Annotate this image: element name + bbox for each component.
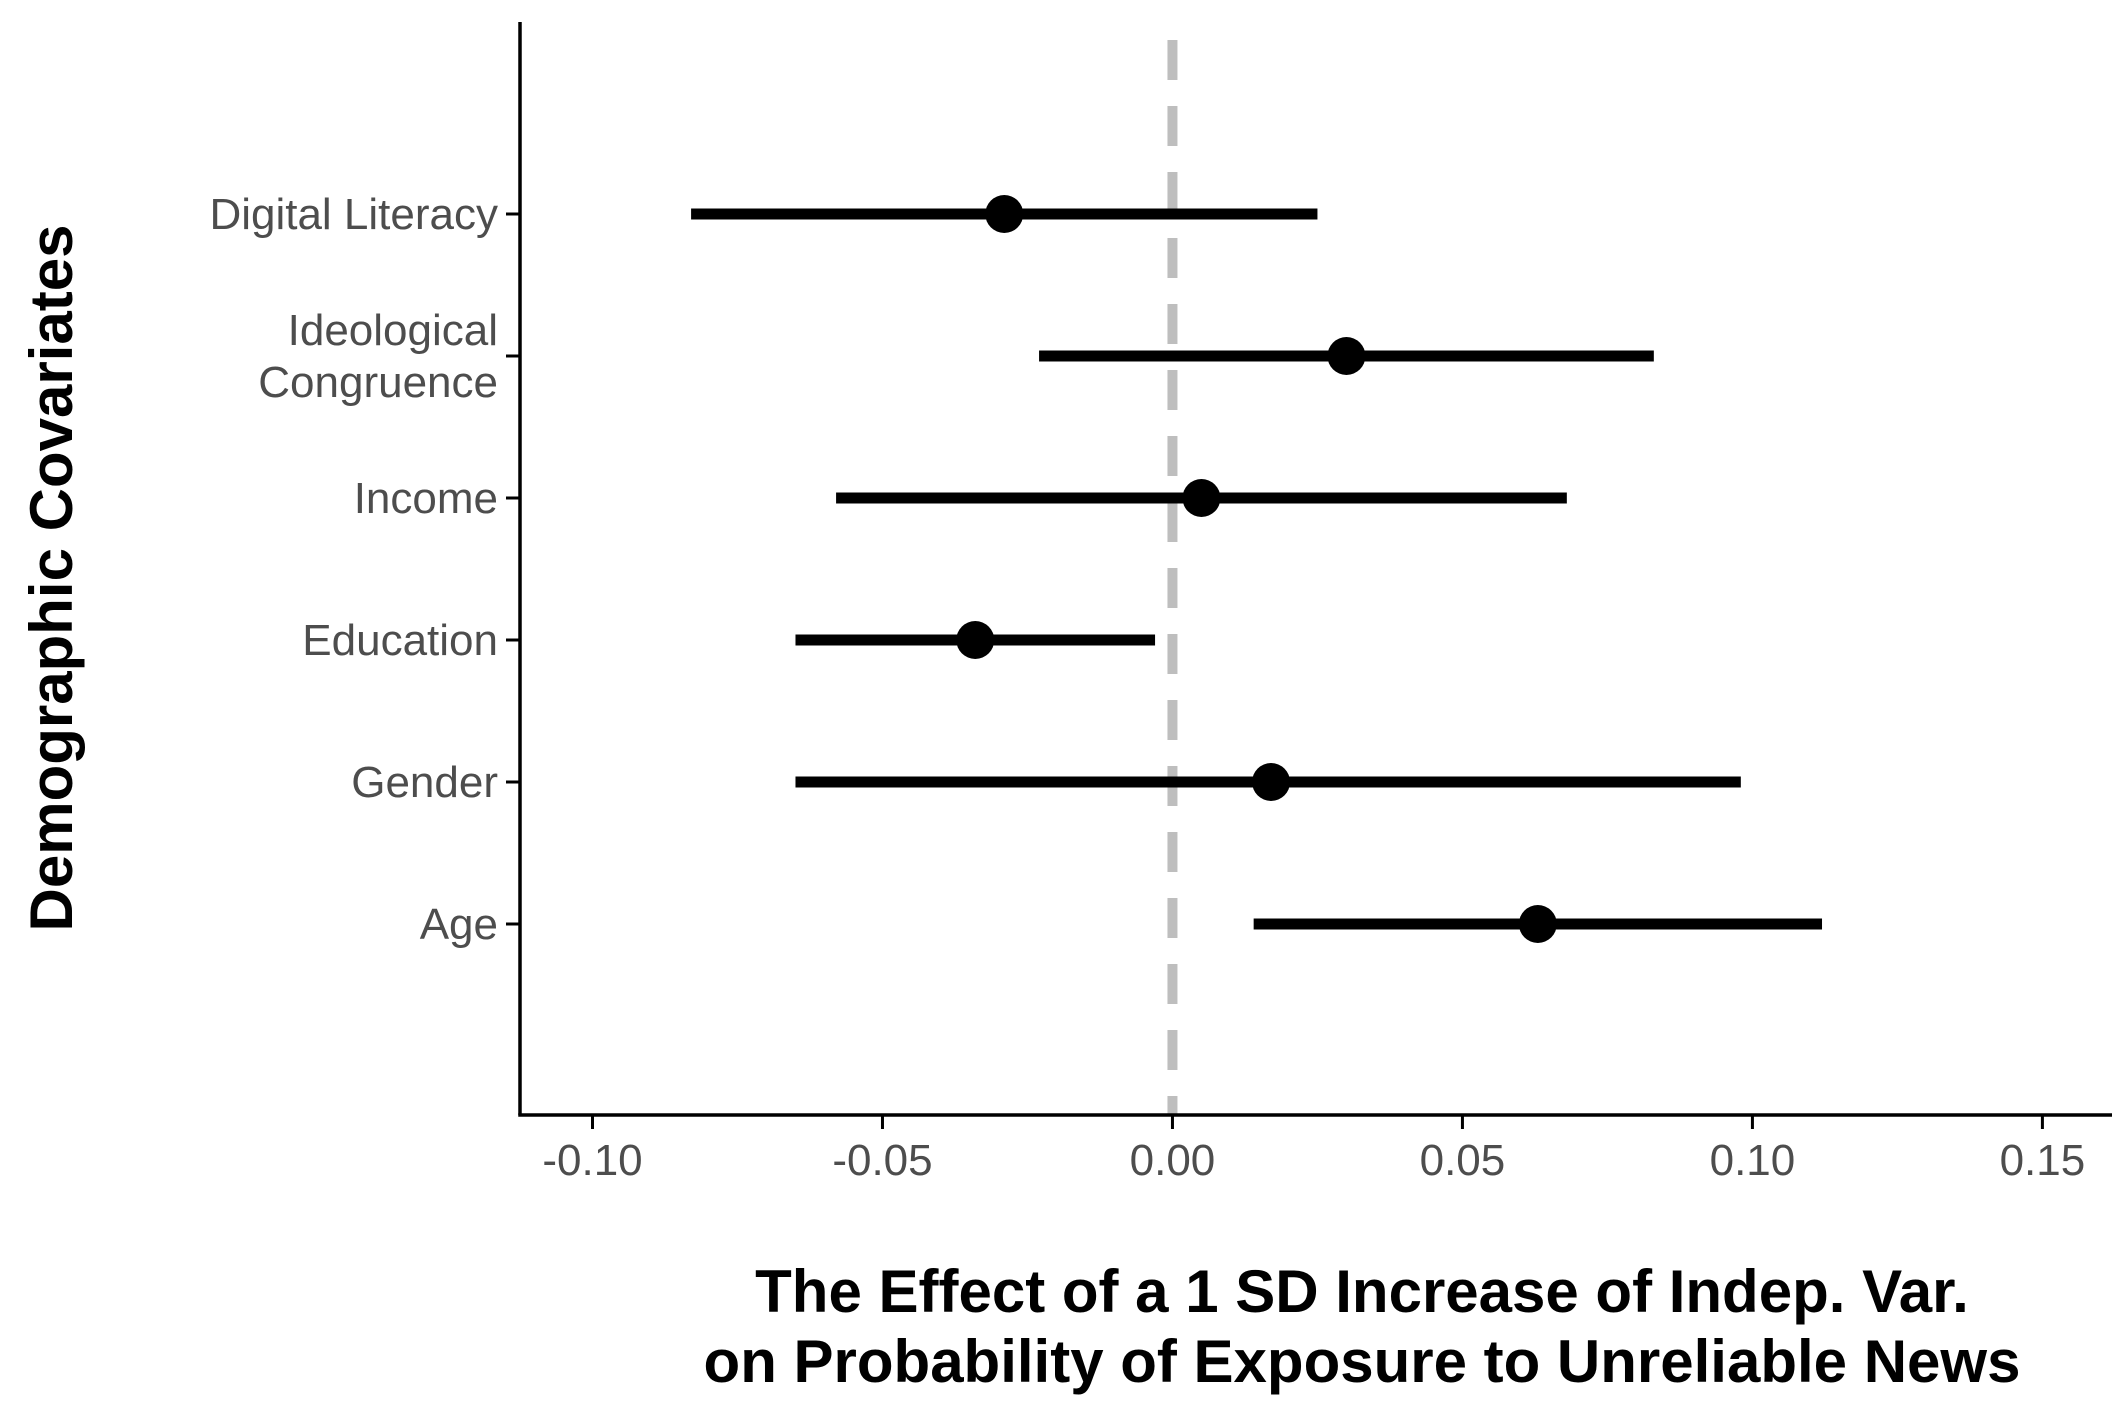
x-tick-label: -0.10 <box>542 1136 642 1185</box>
x-tick-label: 0.05 <box>1420 1136 1506 1185</box>
labels-layer: -0.10 -0.05 0.00 0.05 0.10 0.15 Digital Litera… <box>18 190 2085 1395</box>
x-tick-label: 0.00 <box>1130 1136 1216 1185</box>
y-tick-label-line: Gender <box>351 758 498 807</box>
y-tick-label-line: Congruence <box>258 358 498 407</box>
x-tick-label: 0.10 <box>1710 1136 1796 1185</box>
point-estimate <box>1327 337 1366 375</box>
y-axis-title: Demographic Covariates <box>18 225 85 932</box>
y-tick-label-line: Education <box>302 616 498 665</box>
point-estimate <box>1182 479 1221 517</box>
y-tick-label: Ideological Congruence <box>258 306 498 407</box>
x-tick-label: 0.15 <box>2000 1136 2086 1185</box>
y-tick-label-line: Income <box>354 474 498 523</box>
y-tick-label: Income <box>354 474 498 523</box>
y-tick-label: Education <box>302 616 498 665</box>
x-axis-title-line: The Effect of a 1 SD Increase of Indep. … <box>755 1258 1969 1325</box>
y-tick-label: Age <box>420 900 498 949</box>
y-tick-label-line: Digital Literacy <box>209 190 498 239</box>
x-tick-label: -0.05 <box>832 1136 932 1185</box>
y-tick-label: Gender <box>351 758 498 807</box>
point-estimate <box>985 195 1024 233</box>
y-tick-label-line: Age <box>420 900 498 949</box>
y-tick-label-line: Ideological <box>288 306 498 355</box>
point-estimate <box>1252 763 1291 801</box>
y-tick-label: Digital Literacy <box>209 190 498 239</box>
axes <box>506 22 2112 1129</box>
x-axis-title-line: on Probability of Exposure to Unreliable… <box>704 1328 2021 1395</box>
point-estimate <box>1518 905 1557 943</box>
x-axis-title: The Effect of a 1 SD Increase of Indep. … <box>704 1258 2021 1395</box>
estimates-layer <box>691 195 1823 943</box>
point-estimate <box>956 621 995 659</box>
